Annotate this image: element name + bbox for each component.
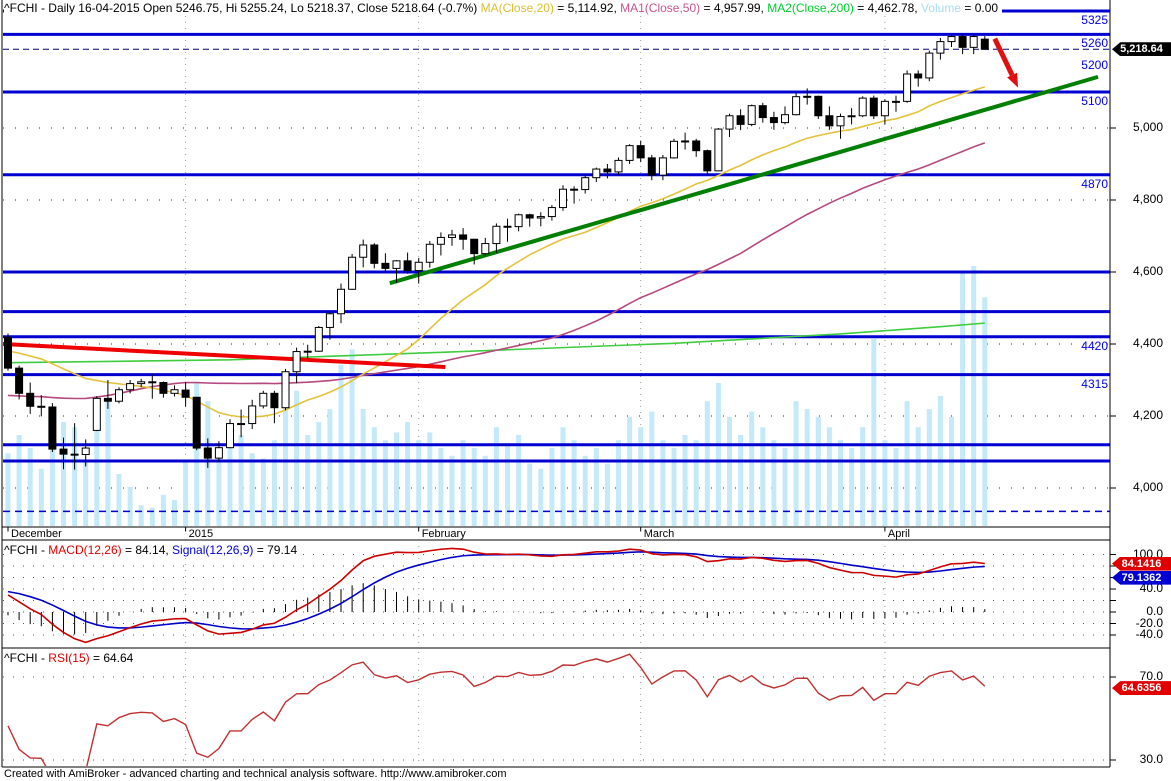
title-segment: = 5,114.92,: [553, 1, 621, 15]
title-segment: ^FCHI - Daily 16-04-2015 Open 5246.75, H…: [4, 1, 481, 15]
level-label: 5200: [1081, 58, 1108, 72]
macd-value-badge: 79.1362: [1112, 570, 1171, 585]
title-segment: Volume: [920, 1, 962, 15]
price-axis-label: 4,800: [1132, 192, 1163, 206]
rsi-title-segment: RSI(15): [48, 651, 90, 665]
rsi-title-segment: = 64.64: [89, 651, 134, 665]
price-axis-label: 4,200: [1132, 408, 1163, 422]
rsi-title-segment: ^FCHI -: [4, 651, 49, 665]
last-price-badge: 5,218.64: [1112, 42, 1171, 57]
macd-value-badge: 84.1416: [1112, 556, 1171, 571]
price-axis-label: 4,400: [1132, 336, 1163, 350]
month-label: April: [887, 528, 910, 540]
price-axis-label: 5,000: [1132, 120, 1163, 134]
rsi-panel-title: ^FCHI - RSI(15) = 64.64: [4, 651, 138, 665]
title-segment: = 0.00: [961, 1, 999, 15]
macd-title-segment: MACD(12,26): [48, 543, 122, 557]
month-label: March: [643, 528, 675, 540]
level-label: 5260: [1081, 36, 1108, 51]
rsi-value-badge: 64.6356: [1112, 681, 1171, 696]
macd-axis-label: 0.0: [1146, 604, 1163, 618]
month-label: February: [421, 528, 466, 540]
rsi-axis-label: 30.0: [1139, 752, 1163, 766]
level-label: 5325: [1081, 13, 1108, 27]
level-label: 4315: [1081, 376, 1108, 391]
price-axis-label: 4,600: [1132, 264, 1163, 278]
macd-title-segment: = 84.14,: [121, 543, 173, 557]
level-label: 4420: [1081, 338, 1108, 353]
rsi-axis-label: 70.0: [1139, 669, 1163, 683]
macd-panel-title: ^FCHI - MACD(12,26) = 84.14, Signal(12,2…: [4, 543, 302, 557]
level-label: 5100: [1081, 94, 1108, 108]
credit-text: Created with AmiBroker - advanced charti…: [4, 768, 507, 780]
macd-title-segment: ^FCHI -: [4, 543, 49, 557]
title-segment: = 4,957.99,: [700, 1, 768, 15]
macd-axis-label: -20.0: [1135, 615, 1163, 630]
month-label: 2015: [188, 528, 214, 540]
title-segment: = 4,462.78,: [853, 1, 921, 15]
macd-axis-label: -40.0: [1135, 627, 1163, 641]
level-label: 4870: [1081, 176, 1108, 191]
price-panel-title: ^FCHI - Daily 16-04-2015 Open 5246.75, H…: [4, 1, 1003, 15]
title-segment: MA2(Close,200): [767, 1, 854, 15]
macd-title-segment: = 79.14: [253, 543, 298, 557]
title-segment: MA1(Close,50): [620, 1, 701, 15]
month-label: December: [11, 528, 62, 540]
price-axis-label: 4,000: [1132, 480, 1163, 494]
title-segment: MA(Close,20): [480, 1, 554, 15]
macd-title-segment: Signal(12,26,9): [172, 543, 254, 557]
